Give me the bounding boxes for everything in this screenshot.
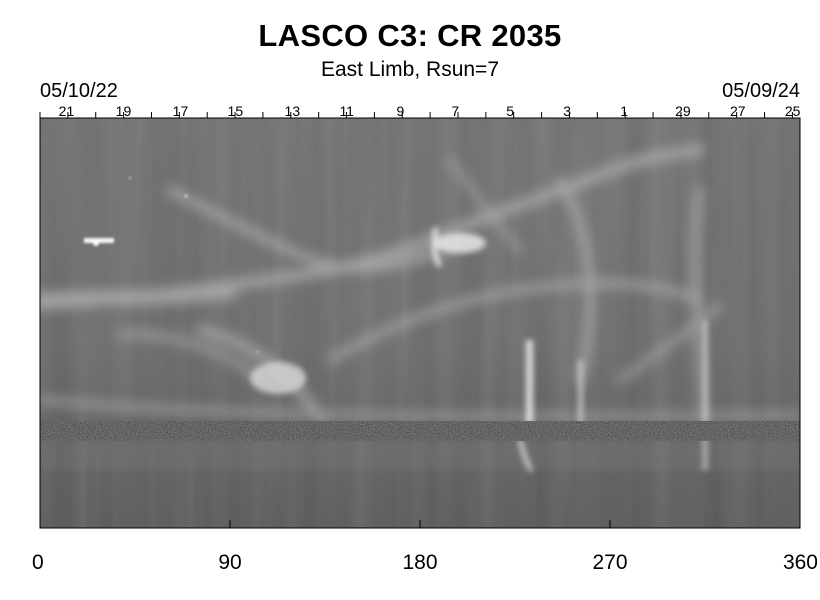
bottom-tick-label: 360 (783, 551, 818, 574)
top-day-label: 27 (730, 103, 746, 119)
end-date-label: 05/09/24 (722, 80, 800, 102)
plot-subtitle: East Limb, Rsun=7 (320, 58, 499, 81)
bottom-tick-label: 90 (218, 551, 241, 574)
top-day-label: 21 (59, 103, 75, 119)
top-day-label: 5 (506, 103, 514, 119)
top-day-label: 3 (563, 103, 571, 119)
start-date-label: 05/10/22 (40, 80, 118, 102)
bottom-longitude-axis: 0 90 180 270 360 (32, 520, 818, 574)
top-day-axis: 21 19 17 15 13 11 9 7 5 3 1 29 27 25 (39, 103, 801, 119)
plot-title: LASCO C3: CR 2035 (258, 18, 562, 53)
top-day-label: 19 (116, 103, 132, 119)
bottom-tick-label: 270 (592, 551, 627, 574)
bottom-tick-label: 0 (32, 551, 44, 574)
top-day-label: 7 (451, 103, 459, 119)
top-day-label: 9 (396, 103, 404, 119)
top-day-label: 25 (785, 103, 801, 119)
top-day-label: 13 (285, 103, 301, 119)
bottom-tick-label: 180 (402, 551, 437, 574)
top-day-label: 29 (675, 103, 691, 119)
top-day-label: 11 (339, 103, 354, 119)
coronagraph-synoptic-image (40, 118, 800, 528)
top-day-label: 1 (620, 103, 628, 119)
top-day-label: 15 (228, 103, 244, 119)
top-day-label: 17 (173, 103, 189, 119)
